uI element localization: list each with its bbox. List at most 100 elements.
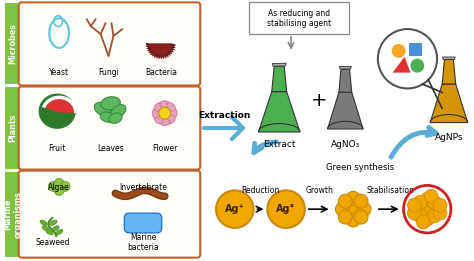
Circle shape bbox=[433, 206, 447, 220]
Text: Ag°: Ag° bbox=[276, 204, 296, 214]
Ellipse shape bbox=[100, 97, 120, 110]
Text: Reduction: Reduction bbox=[241, 186, 280, 195]
Circle shape bbox=[54, 179, 64, 188]
Ellipse shape bbox=[56, 229, 63, 235]
Ellipse shape bbox=[153, 108, 159, 118]
Ellipse shape bbox=[160, 101, 170, 108]
Ellipse shape bbox=[154, 103, 163, 111]
Circle shape bbox=[60, 181, 70, 191]
Text: Growth: Growth bbox=[306, 186, 334, 195]
Circle shape bbox=[346, 202, 360, 216]
Circle shape bbox=[410, 59, 424, 73]
Polygon shape bbox=[339, 69, 352, 92]
Ellipse shape bbox=[154, 115, 163, 124]
Circle shape bbox=[413, 195, 427, 209]
Circle shape bbox=[424, 189, 438, 203]
Circle shape bbox=[420, 202, 434, 216]
Polygon shape bbox=[272, 66, 287, 92]
Circle shape bbox=[420, 212, 434, 226]
Circle shape bbox=[338, 194, 352, 208]
Text: Extract: Extract bbox=[263, 140, 295, 149]
Circle shape bbox=[338, 210, 352, 224]
Polygon shape bbox=[430, 84, 468, 123]
Text: Yeast: Yeast bbox=[49, 68, 69, 77]
Circle shape bbox=[346, 213, 360, 227]
Text: Stabilisation: Stabilisation bbox=[366, 186, 414, 195]
Circle shape bbox=[420, 192, 434, 206]
Polygon shape bbox=[392, 57, 410, 73]
Ellipse shape bbox=[94, 102, 111, 116]
Circle shape bbox=[159, 107, 171, 119]
Ellipse shape bbox=[167, 115, 175, 124]
Circle shape bbox=[408, 198, 421, 212]
Text: Green synthesis: Green synthesis bbox=[326, 163, 394, 172]
Circle shape bbox=[392, 44, 406, 58]
Polygon shape bbox=[442, 60, 456, 84]
Circle shape bbox=[427, 209, 441, 223]
Ellipse shape bbox=[39, 94, 75, 128]
Circle shape bbox=[357, 202, 371, 216]
Circle shape bbox=[433, 198, 447, 212]
Text: Seaweed: Seaweed bbox=[35, 238, 70, 247]
Circle shape bbox=[416, 215, 430, 229]
Wedge shape bbox=[44, 96, 76, 113]
Ellipse shape bbox=[111, 105, 126, 118]
Circle shape bbox=[427, 195, 441, 209]
FancyBboxPatch shape bbox=[5, 87, 21, 169]
FancyBboxPatch shape bbox=[5, 3, 21, 85]
Circle shape bbox=[354, 194, 368, 208]
Circle shape bbox=[267, 190, 305, 228]
FancyBboxPatch shape bbox=[18, 171, 201, 258]
FancyArrowPatch shape bbox=[204, 117, 243, 139]
Ellipse shape bbox=[160, 119, 170, 126]
Ellipse shape bbox=[109, 113, 122, 123]
Ellipse shape bbox=[100, 112, 115, 122]
Circle shape bbox=[48, 181, 58, 191]
Bar bbox=[410, 43, 422, 56]
Circle shape bbox=[354, 210, 368, 224]
Polygon shape bbox=[443, 57, 456, 60]
Text: Marine
organisms: Marine organisms bbox=[3, 191, 22, 238]
Polygon shape bbox=[339, 67, 351, 69]
Circle shape bbox=[378, 29, 437, 88]
Circle shape bbox=[413, 209, 427, 223]
Circle shape bbox=[336, 202, 349, 216]
Circle shape bbox=[216, 190, 254, 228]
Text: Bacteria: Bacteria bbox=[145, 68, 177, 77]
Text: Fungi: Fungi bbox=[98, 68, 119, 77]
FancyBboxPatch shape bbox=[5, 171, 21, 257]
Ellipse shape bbox=[42, 226, 49, 231]
Circle shape bbox=[430, 202, 444, 216]
Polygon shape bbox=[258, 92, 300, 132]
Polygon shape bbox=[328, 92, 363, 129]
Text: Invertebrate: Invertebrate bbox=[119, 183, 167, 192]
Text: AgNO₃: AgNO₃ bbox=[331, 140, 360, 149]
FancyBboxPatch shape bbox=[18, 86, 201, 170]
Text: Microbes: Microbes bbox=[8, 23, 17, 64]
Text: Plants: Plants bbox=[8, 114, 17, 142]
Polygon shape bbox=[146, 44, 175, 59]
Ellipse shape bbox=[170, 108, 177, 118]
Text: Extraction: Extraction bbox=[198, 111, 250, 120]
Text: AgNPs: AgNPs bbox=[435, 133, 463, 142]
Text: Leaves: Leaves bbox=[97, 144, 124, 153]
Ellipse shape bbox=[46, 229, 53, 235]
Text: Flower: Flower bbox=[152, 144, 177, 153]
Ellipse shape bbox=[52, 226, 59, 231]
Circle shape bbox=[410, 202, 424, 216]
Text: Fruit: Fruit bbox=[48, 144, 66, 153]
FancyBboxPatch shape bbox=[249, 2, 349, 34]
Text: +: + bbox=[310, 91, 327, 110]
Text: Ag⁺: Ag⁺ bbox=[225, 204, 245, 214]
Text: Marine
bacteria: Marine bacteria bbox=[127, 233, 159, 252]
Text: Algae: Algae bbox=[48, 183, 70, 192]
Text: As reducing and
stabilising agent: As reducing and stabilising agent bbox=[267, 9, 331, 28]
Polygon shape bbox=[272, 63, 286, 66]
Ellipse shape bbox=[40, 220, 47, 225]
Ellipse shape bbox=[50, 220, 57, 225]
FancyBboxPatch shape bbox=[124, 213, 162, 233]
FancyBboxPatch shape bbox=[18, 2, 201, 86]
Ellipse shape bbox=[167, 103, 175, 111]
Circle shape bbox=[54, 185, 64, 195]
Circle shape bbox=[346, 191, 360, 205]
